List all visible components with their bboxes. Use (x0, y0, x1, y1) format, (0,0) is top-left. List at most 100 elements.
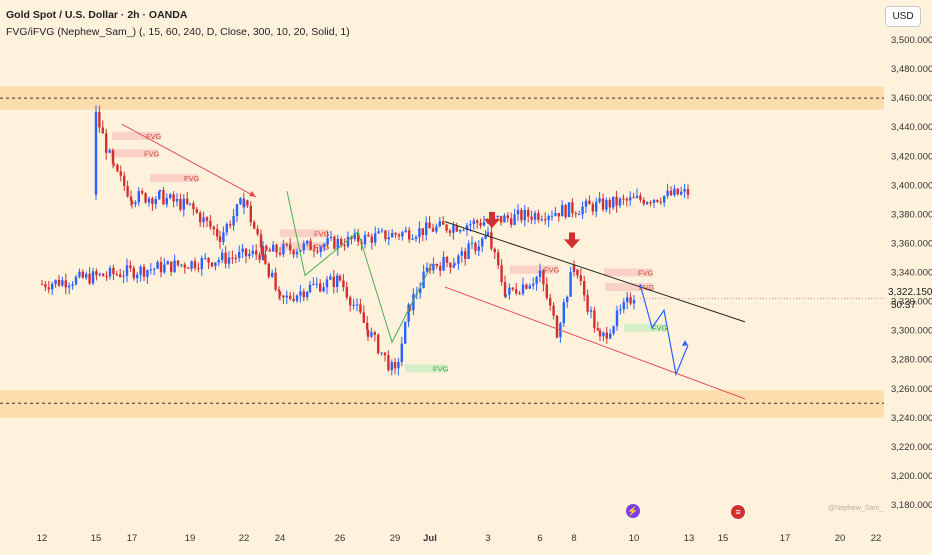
fvg-zone (405, 364, 447, 373)
fvg-zone (150, 174, 198, 183)
currency-button[interactable]: USD (885, 6, 921, 27)
candle (132, 268, 135, 279)
symbol-title[interactable]: Gold Spot / U.S. Dollar · 2h · OANDA (6, 9, 188, 21)
candle (574, 213, 577, 215)
candle (200, 258, 203, 270)
y-tick-label: 3,320.000 (891, 297, 932, 308)
candle (102, 273, 105, 277)
candle (295, 295, 299, 301)
candle (384, 230, 387, 240)
us-flag-icon[interactable]: ≡ (730, 504, 746, 520)
candle (197, 268, 200, 270)
candle (179, 198, 182, 210)
x-tick-label: 15 (718, 533, 729, 544)
candle (249, 205, 252, 223)
indicator-label[interactable]: FVG/iFVG (Nephew_Sam_) (, 15, 60, 240, D… (6, 26, 350, 38)
candle (470, 242, 474, 244)
fvg-label: FVG (639, 283, 655, 292)
x-tick-label: 10 (629, 533, 640, 544)
candle (455, 225, 458, 232)
candle (555, 336, 559, 338)
lightning-icon[interactable]: ⚡ (626, 504, 640, 518)
candle (119, 171, 122, 176)
candle (673, 188, 676, 196)
candle (319, 246, 322, 253)
support-zone (0, 390, 884, 418)
candle (629, 197, 632, 201)
candle (285, 244, 288, 246)
candle (362, 312, 365, 323)
candle (373, 332, 376, 335)
y-tick-label: 3,300.000 (891, 326, 932, 337)
candle (175, 198, 179, 202)
x-tick-label: 29 (390, 533, 401, 544)
candle (639, 195, 642, 200)
x-tick-label: 17 (780, 533, 791, 544)
candle (111, 150, 115, 164)
candle (229, 224, 232, 226)
candle (217, 259, 220, 263)
candle (137, 191, 140, 203)
candle (557, 212, 560, 217)
candle (503, 215, 506, 223)
candle (445, 256, 449, 263)
candle (598, 198, 601, 202)
candle (224, 252, 227, 264)
y-tick-label: 3,460.000 (891, 93, 932, 104)
candle (513, 214, 516, 225)
candle (101, 127, 104, 134)
candle (326, 238, 329, 245)
candle (525, 284, 528, 289)
y-tick-label: 3,220.000 (891, 442, 932, 453)
candle (115, 274, 118, 276)
candle (139, 266, 142, 275)
x-tick-label: 8 (571, 533, 576, 544)
candle (251, 250, 254, 254)
candle (449, 262, 452, 268)
candle (538, 270, 542, 275)
fvg-label: FVG (184, 174, 200, 183)
candle (583, 281, 586, 296)
candle (380, 230, 384, 232)
candle (625, 198, 628, 201)
candle (289, 295, 292, 299)
candle (141, 191, 144, 194)
candle (329, 276, 332, 280)
candle (292, 298, 295, 301)
candle (268, 249, 271, 252)
candle (282, 295, 285, 298)
last-price-box: 3,322.150 50:37 (886, 286, 932, 312)
candle (615, 310, 619, 327)
candle (542, 270, 545, 285)
candle (472, 220, 475, 225)
candle (259, 234, 263, 248)
candle (497, 252, 500, 266)
candle (532, 283, 535, 286)
y-tick-label: 3,420.000 (891, 151, 932, 162)
candle (394, 232, 397, 235)
candle (319, 283, 322, 292)
candle (390, 362, 393, 371)
candle (486, 232, 490, 236)
candle (383, 352, 387, 356)
candle (232, 216, 235, 226)
candle (282, 244, 285, 255)
candle (397, 362, 400, 369)
candle (227, 257, 231, 264)
candle (336, 275, 339, 288)
candle (343, 245, 346, 247)
candle (632, 197, 635, 199)
candle (493, 248, 496, 253)
candle (596, 328, 599, 331)
fvg-zone (112, 131, 160, 140)
candle (158, 191, 161, 200)
y-tick-label: 3,440.000 (891, 122, 932, 133)
candle (482, 222, 486, 226)
candle (425, 222, 428, 236)
candle (533, 213, 537, 220)
candle (554, 212, 557, 216)
candle (176, 260, 180, 265)
candle (618, 198, 622, 206)
